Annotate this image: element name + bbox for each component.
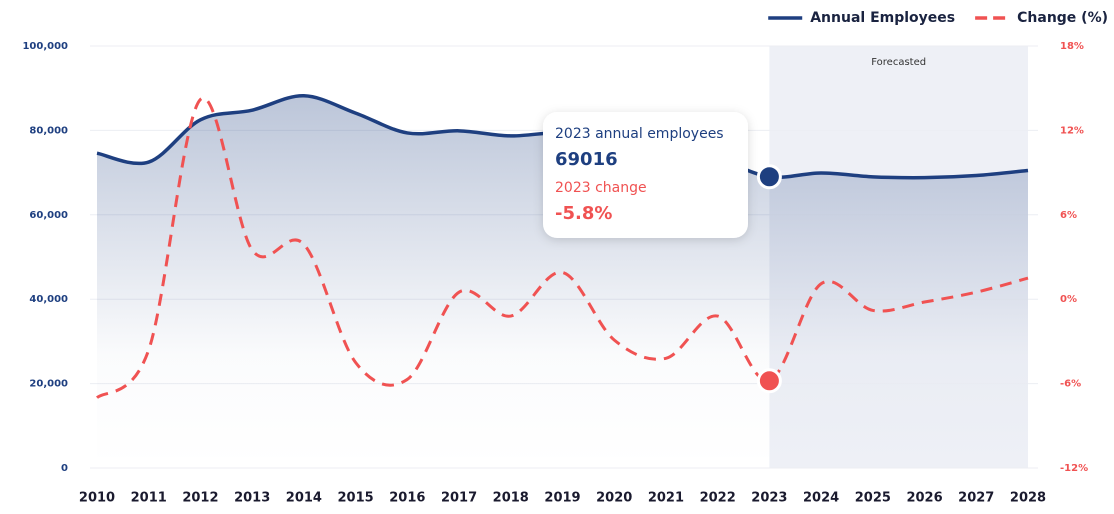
y-tick-label: 40,000 <box>29 294 68 305</box>
forecast-label: Forecasted <box>871 57 926 68</box>
x-tick-label: 2022 <box>700 491 736 506</box>
area <box>97 95 1028 468</box>
y2-tick-label: 18% <box>1060 41 1084 52</box>
tooltip-value: 69016 <box>555 149 618 170</box>
x-tick-label: 2023 <box>751 491 787 506</box>
x-tick-label: 2028 <box>1010 491 1046 506</box>
x-tick-label: 2020 <box>596 491 632 506</box>
series-line <box>95 96 1029 399</box>
y-tick-label: 100,000 <box>22 41 68 52</box>
highlight-point <box>756 368 782 394</box>
y2-tick-label: 6% <box>1060 210 1077 221</box>
y2-tick-label: 12% <box>1060 125 1084 136</box>
legend-label: Annual Employees <box>810 10 955 26</box>
x-tick-label: 2010 <box>79 491 115 506</box>
highlight-point <box>756 164 782 190</box>
y2-tick-label: -6% <box>1060 379 1081 390</box>
x-tick-label: 2015 <box>338 491 374 506</box>
x-tick-label: 2017 <box>441 491 477 506</box>
y2-tick-label: -12% <box>1060 463 1088 474</box>
x-tick-label: 2019 <box>544 491 580 506</box>
x-tick-label: 2012 <box>182 491 218 506</box>
x-tick-label: 2021 <box>648 491 684 506</box>
y-tick-label: 0 <box>61 463 68 474</box>
tooltip-text: 2023 annual employees <box>555 126 724 142</box>
y-tick-label: 60,000 <box>29 210 68 221</box>
x-tick-label: 2016 <box>389 491 425 506</box>
tooltip-value: -5.8% <box>555 203 612 224</box>
tooltip: 2023 annual employees 69016 2023 change -5.… <box>543 112 748 238</box>
x-tick-label: 2024 <box>803 491 839 506</box>
tooltip-text: 2023 change <box>555 180 647 196</box>
x-tick-label: 2013 <box>234 491 270 506</box>
x-tick-label: 2014 <box>286 491 322 506</box>
x-tick-label: 2018 <box>493 491 529 506</box>
y-tick-label: 80,000 <box>29 125 68 136</box>
y-tick-label: 20,000 <box>29 379 68 390</box>
y2-tick-label: 0% <box>1060 294 1077 305</box>
x-tick-label: 2011 <box>131 491 167 506</box>
x-tick-label: 2027 <box>958 491 994 506</box>
tooltip-box <box>543 112 748 238</box>
legend-label: Change (%) <box>1017 10 1108 26</box>
x-tick-label: 2025 <box>855 491 891 506</box>
x-tick-label: 2026 <box>906 491 942 506</box>
